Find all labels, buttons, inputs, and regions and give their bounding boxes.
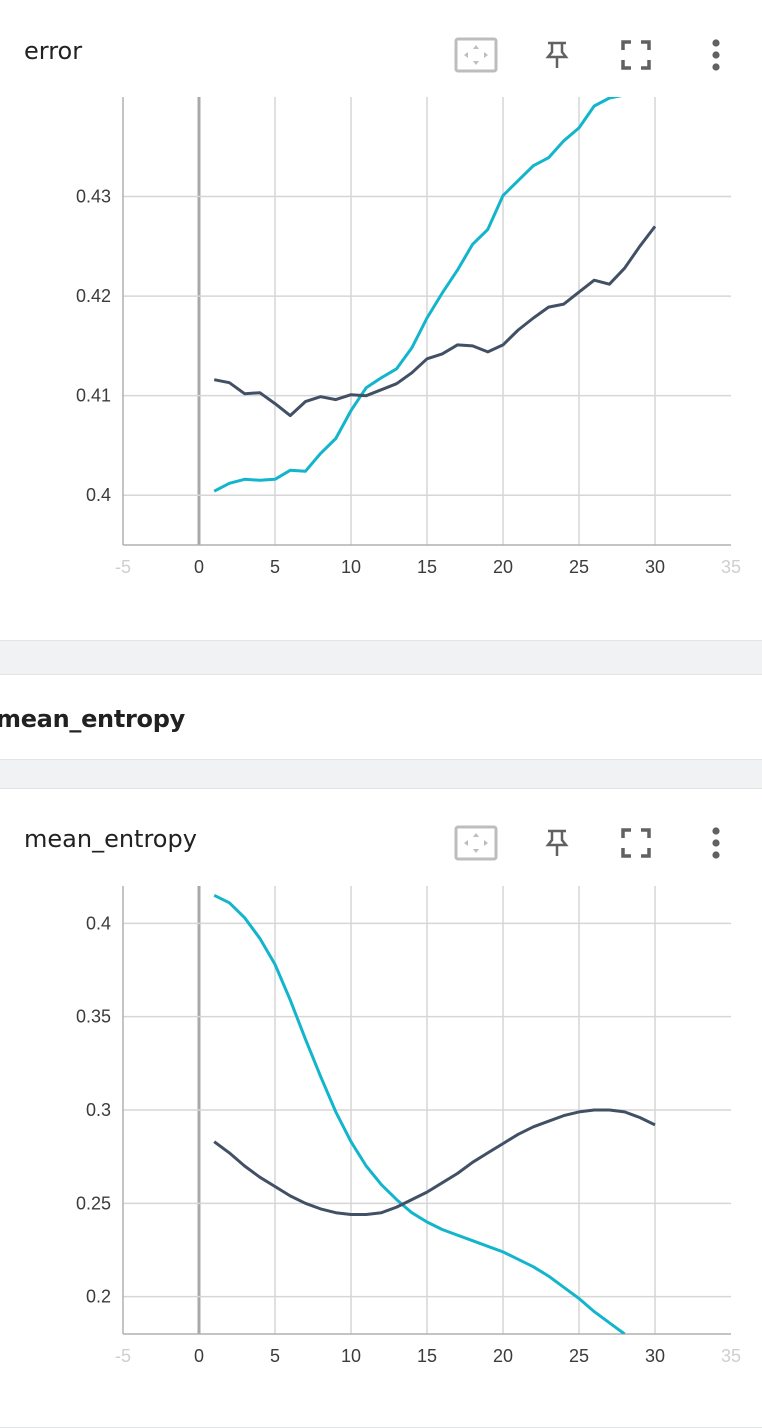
y-tick-label: 0.25	[76, 1193, 111, 1213]
fullscreen-button[interactable]	[614, 821, 658, 865]
y-tick-label: 0.4	[86, 913, 111, 933]
x-tick-label: 10	[341, 557, 361, 577]
group-header-mean-entropy[interactable]: mean_entropy	[0, 674, 762, 760]
fullscreen-button[interactable]	[614, 33, 658, 77]
series-line-0	[213, 97, 623, 493]
x-tick-label: 20	[493, 557, 513, 577]
x-tick-label: 15	[417, 557, 437, 577]
fullscreen-icon	[621, 40, 651, 70]
fit-domain-button[interactable]	[454, 821, 498, 865]
fit-domain-icon	[454, 825, 498, 861]
error-line-chart: -5 0 5 10 15 20 25 30 35 0.4 0.41 0.42 0.43	[76, 97, 741, 577]
y-tick-label: 0.42	[76, 286, 111, 306]
y-tick-label: 0.43	[76, 187, 111, 207]
x-tick-label: 20	[493, 1346, 513, 1366]
x-tick-label: 15	[417, 1346, 437, 1366]
card-title: error	[24, 37, 83, 65]
series-line-1	[213, 225, 657, 418]
y-tick-label: 0.2	[86, 1287, 111, 1307]
chart-card-error: error -5 0 5 10 15 20 25 30 35 0.4 0.41 0.42 0.43	[0, 0, 762, 641]
y-tick-label: 0.41	[76, 386, 111, 406]
y-tick-label: 0.35	[76, 1007, 111, 1027]
chart-card-mean-entropy: mean_entropy -5 0 5 10 15 20 25 30 35 0.2 0.25 0.3 0…	[0, 788, 762, 1428]
group-title: mean_entropy	[0, 705, 185, 733]
pin-button[interactable]	[535, 821, 579, 865]
x-tick-label: 25	[569, 1346, 589, 1366]
y-tick-label: 0.4	[86, 485, 111, 505]
pin-icon	[545, 41, 569, 68]
x-tick-label: 30	[645, 1346, 665, 1366]
card-title: mean_entropy	[24, 825, 197, 853]
x-tick-label: 0	[194, 557, 204, 577]
x-tick-label: 30	[645, 557, 665, 577]
x-tick-label: -5	[115, 1346, 131, 1366]
mean-entropy-line-chart: -5 0 5 10 15 20 25 30 35 0.2 0.25 0.3 0.35 0.4	[76, 886, 741, 1366]
more-vert-icon	[712, 39, 720, 71]
pin-icon	[545, 829, 569, 856]
x-tick-label: 10	[341, 1346, 361, 1366]
x-tick-label: 5	[270, 557, 280, 577]
fit-domain-button[interactable]	[454, 33, 498, 77]
more-options-button[interactable]	[694, 821, 738, 865]
x-tick-label: -5	[115, 557, 131, 577]
fullscreen-icon	[621, 828, 651, 858]
y-tick-label: 0.3	[86, 1100, 111, 1120]
x-tick-label: 5	[270, 1346, 280, 1366]
x-tick-label: 35	[721, 557, 741, 577]
fit-domain-icon	[454, 37, 498, 73]
x-tick-label: 0	[194, 1346, 204, 1366]
more-vert-icon	[712, 827, 720, 859]
x-tick-label: 25	[569, 557, 589, 577]
series-line-1	[213, 1108, 656, 1216]
more-options-button[interactable]	[694, 33, 738, 77]
series-line-0	[213, 893, 626, 1334]
pin-button[interactable]	[535, 33, 579, 77]
x-tick-label: 35	[721, 1346, 741, 1366]
